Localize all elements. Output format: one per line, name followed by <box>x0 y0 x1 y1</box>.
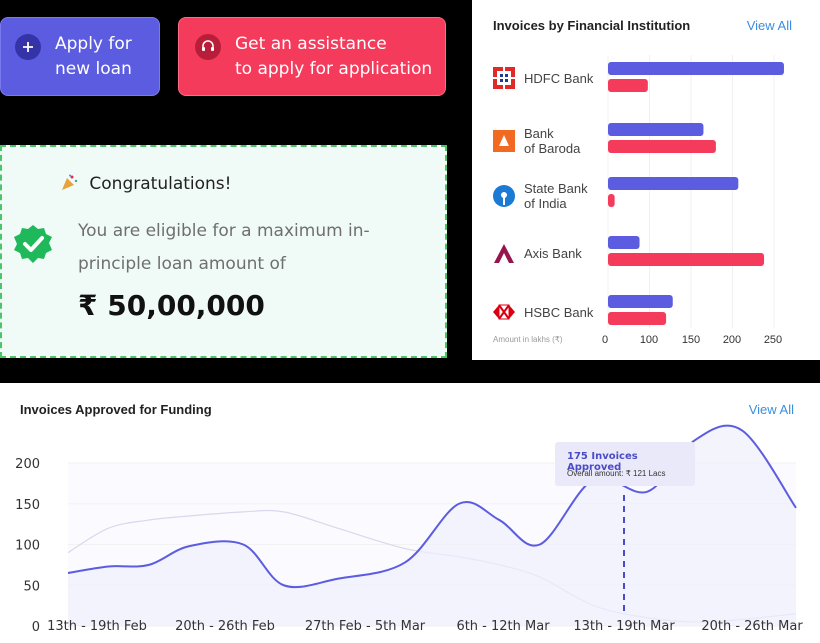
party-popper-icon <box>60 174 83 194</box>
y-tick-label: 50 <box>23 579 40 594</box>
axis-logo-icon <box>494 244 514 263</box>
y-tick-label: 150 <box>15 498 40 513</box>
bar <box>608 295 673 308</box>
funding-line-chart: 0 50 100 150 200 13th - 19th Feb 20th - 26th F… <box>15 424 803 635</box>
institution-bar-chart: 0 100 150 200 250 Amount in lakhs (₹) <box>493 55 784 346</box>
eligibility-message: You are eligible for a maximum in-princi… <box>78 221 370 274</box>
bank-name: Bank of Baroda <box>524 126 581 156</box>
x-tick-label: 13th - 19th Feb <box>47 619 147 634</box>
series-area <box>68 425 796 626</box>
bank-name: State Bank of India <box>524 181 588 211</box>
bar <box>608 62 784 75</box>
x-tick-label: 13th - 19th Mar <box>573 619 675 634</box>
x-tick-label: 27th Feb - 5th Mar <box>305 619 426 634</box>
bank-row-bob: Bank of Baroda <box>492 126 580 156</box>
bar <box>608 236 640 249</box>
sbi-logo-icon <box>493 185 515 207</box>
x-tick-label: 250 <box>764 334 782 346</box>
x-axis-unit: Amount in lakhs (₹) <box>493 335 563 344</box>
y-tick-label: 100 <box>15 539 40 554</box>
institution-card-title: Invoices by Financial Institution <box>493 18 691 33</box>
bank-row-hdfc: HDFC Bank <box>492 66 593 90</box>
y-tick-label: 200 <box>15 457 40 472</box>
institution-view-all-link[interactable]: View All <box>746 18 792 33</box>
x-tick-label: 20th - 26th Mar <box>701 619 803 634</box>
bar <box>608 312 667 325</box>
bar <box>608 123 704 136</box>
hsbc-logo-icon <box>493 304 515 320</box>
x-tick-label: 200 <box>723 334 741 346</box>
get-assistance-button[interactable]: Get an assistance to apply for applicati… <box>178 17 446 96</box>
bar <box>608 79 648 92</box>
x-tick-label: 20th - 26th Feb <box>175 619 275 634</box>
bank-row-axis: Axis Bank <box>492 241 582 265</box>
bar <box>608 194 615 207</box>
funding-view-all-link[interactable]: View All <box>748 402 794 417</box>
bank-name: Axis Bank <box>524 245 582 261</box>
x-tick-label: 6th - 12th Mar <box>456 619 550 634</box>
bank-name: HDFC Bank <box>524 70 594 86</box>
bank-row-hsbc: HSBC Bank <box>492 300 593 324</box>
invoices-approved-card: 0 50 100 150 200 13th - 19th Feb 20th - 26th F… <box>0 383 820 643</box>
bank-of-baroda-logo-icon <box>493 130 515 152</box>
x-tick-label: 100 <box>640 334 658 346</box>
funding-card-title: Invoices Approved for Funding <box>20 402 212 417</box>
x-tick-label: 150 <box>682 334 700 346</box>
get-assistance-label: Get an assistance to apply for applicati… <box>235 33 433 79</box>
hdfc-logo-icon <box>493 67 515 89</box>
x-tick-label: 0 <box>602 334 608 346</box>
bar <box>608 140 716 153</box>
bank-row-sbi: State Bank of India <box>492 181 588 211</box>
bar <box>608 253 765 266</box>
chart-tooltip: 175 Invoices Approved Overall amount: ₹ … <box>555 442 695 486</box>
plus-icon <box>15 34 41 60</box>
tooltip-title: 175 Invoices Approved <box>567 451 638 473</box>
loan-amount: ₹ 50,00,000 <box>78 289 265 322</box>
verified-check-icon <box>14 225 52 263</box>
bank-name: HSBC Bank <box>524 304 594 320</box>
congratulations-text: Congratulations! <box>89 174 232 194</box>
invoices-by-institution-card: 0 100 150 200 250 Amount in lakhs (₹) Invoice… <box>472 0 820 360</box>
apply-new-loan-button[interactable]: Apply for new loan <box>0 17 160 96</box>
congratulations-title: Congratulations! <box>60 174 231 194</box>
congratulations-card: Congratulations! You are eligible for a … <box>0 145 447 358</box>
apply-new-loan-label: Apply for new loan <box>55 33 132 79</box>
bar <box>608 177 739 190</box>
headset-icon <box>195 34 221 60</box>
tooltip-subtitle: Overall amount: ₹ 121 Lacs <box>567 469 666 478</box>
y-tick-label: 0 <box>32 620 40 635</box>
